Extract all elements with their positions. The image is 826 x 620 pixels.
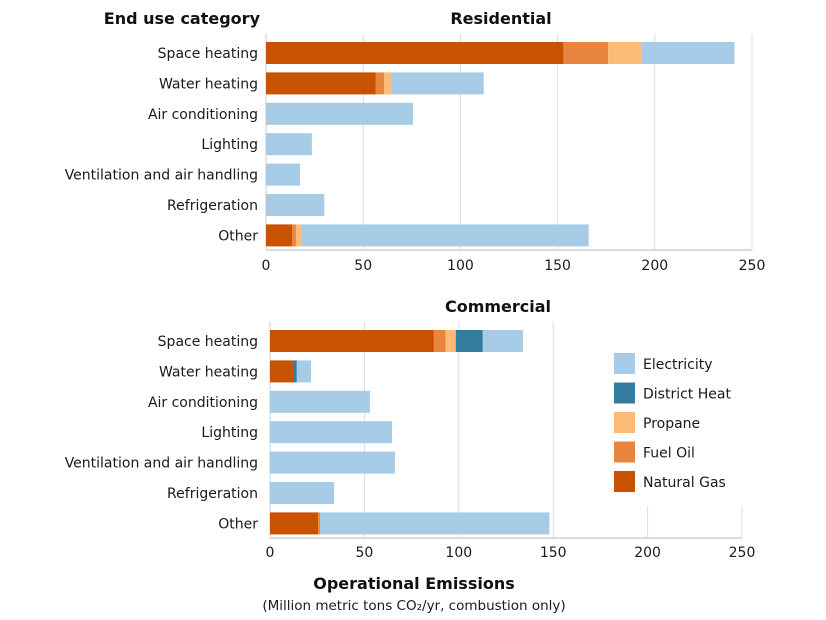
bar-residential-water-heating-propane bbox=[384, 72, 392, 95]
panel-title: Residential bbox=[450, 9, 551, 28]
bar-residential-water-heating-natural-gas bbox=[266, 72, 376, 95]
x-tick-label: 200 bbox=[641, 258, 668, 274]
bar-residential-other-propane bbox=[295, 224, 302, 247]
bar-residential-lighting-electricity bbox=[266, 133, 312, 156]
category-label: Refrigeration bbox=[167, 486, 258, 502]
bar-commercial-water-heating-electricity bbox=[296, 360, 311, 383]
bar-commercial-other-fuel-oil bbox=[318, 512, 321, 535]
legend-swatch-district-heat bbox=[614, 382, 635, 404]
bar-commercial-space-heating-propane bbox=[445, 330, 456, 352]
bar-commercial-air-conditioning-electricity bbox=[270, 390, 370, 413]
bar-residential-other-natural-gas bbox=[266, 224, 293, 247]
category-label: Water heating bbox=[159, 76, 258, 92]
category-label: Refrigeration bbox=[167, 198, 258, 214]
bar-residential-air-conditioning-electricity bbox=[266, 102, 413, 125]
legend-swatch-electricity bbox=[614, 353, 635, 374]
category-label: Lighting bbox=[201, 425, 258, 441]
panel-commercial: Commercial 0 50 100 150 200 250 Space heating Wa… bbox=[65, 297, 756, 561]
x-tick-label: 0 bbox=[262, 258, 271, 274]
bar-commercial-other-electricity bbox=[320, 512, 550, 535]
x-tick-label: 100 bbox=[445, 545, 472, 561]
legend-label-district-heat: District Heat bbox=[643, 387, 731, 403]
bar-commercial-other-natural-gas bbox=[270, 512, 319, 535]
bar-residential-refrigeration-electricity bbox=[266, 194, 325, 216]
category-label: Other bbox=[218, 228, 258, 244]
x-tick-label: 200 bbox=[634, 545, 661, 561]
bar-residential-water-heating-fuel-oil bbox=[375, 72, 385, 95]
bar-residential-water-heating-electricity bbox=[391, 72, 484, 95]
bar-commercial-ventilation-and-air-handling-electricity bbox=[270, 451, 395, 474]
category-label: Other bbox=[218, 516, 258, 532]
bar-residential-space-heating-electricity bbox=[641, 42, 735, 64]
category-label: Ventilation and air handling bbox=[65, 168, 258, 184]
category-label: Ventilation and air handling bbox=[65, 456, 258, 472]
bar-commercial-water-heating-district-heat bbox=[293, 360, 297, 383]
bar-commercial-space-heating-district-heat bbox=[455, 330, 483, 352]
category-label: Water heating bbox=[159, 364, 258, 380]
bar-residential-other-electricity bbox=[301, 224, 589, 247]
x-tick-label: 0 bbox=[266, 545, 275, 561]
legend-label-fuel-oil: Fuel Oil bbox=[643, 446, 695, 462]
bar-residential-other-fuel-oil bbox=[292, 224, 296, 247]
category-label: Air conditioning bbox=[148, 395, 258, 411]
legend-swatch-propane bbox=[614, 412, 635, 433]
bar-residential-space-heating-propane bbox=[608, 42, 642, 64]
legend-label-propane: Propane bbox=[643, 416, 700, 432]
x-tick-label: 150 bbox=[544, 258, 571, 274]
legend-label-electricity: Electricity bbox=[643, 357, 713, 373]
bar-commercial-water-heating-natural-gas bbox=[270, 360, 294, 383]
x-tick-label: 150 bbox=[540, 545, 567, 561]
x-axis-subtitle: (Million metric tons CO₂/yr, combustion … bbox=[262, 598, 565, 614]
legend-swatch-fuel-oil bbox=[614, 441, 635, 463]
x-tick-label: 250 bbox=[739, 258, 766, 274]
legend: Electricity District Heat Propane Fuel Oil N… bbox=[604, 322, 752, 506]
x-tick-label: 100 bbox=[447, 258, 474, 274]
legend-label-natural-gas: Natural Gas bbox=[643, 475, 726, 491]
legend-swatch-natural-gas bbox=[614, 471, 635, 492]
panel-title: Commercial bbox=[445, 297, 551, 316]
x-tick-label: 250 bbox=[729, 545, 756, 561]
bar-commercial-lighting-electricity bbox=[270, 421, 392, 444]
x-axis-title: Operational Emissions bbox=[313, 574, 514, 593]
category-label: Air conditioning bbox=[148, 107, 258, 123]
category-label: Lighting bbox=[201, 137, 258, 153]
bar-commercial-space-heating-fuel-oil bbox=[433, 330, 446, 352]
bar-residential-space-heating-natural-gas bbox=[266, 42, 564, 64]
bar-residential-ventilation-and-air-handling-electricity bbox=[266, 163, 301, 186]
panel-residential: Residential 0 50 100 150 200 250 Space heating W… bbox=[65, 9, 766, 274]
category-label: Space heating bbox=[158, 334, 258, 350]
bar-commercial-space-heating-electricity bbox=[482, 330, 523, 352]
bar-commercial-space-heating-natural-gas bbox=[270, 330, 434, 352]
x-tick-label: 50 bbox=[355, 545, 373, 561]
category-header: End use category bbox=[104, 9, 261, 28]
bar-commercial-refrigeration-electricity bbox=[270, 482, 335, 504]
category-label: Space heating bbox=[158, 46, 258, 62]
x-tick-label: 50 bbox=[354, 258, 372, 274]
bar-residential-space-heating-fuel-oil bbox=[563, 42, 609, 64]
